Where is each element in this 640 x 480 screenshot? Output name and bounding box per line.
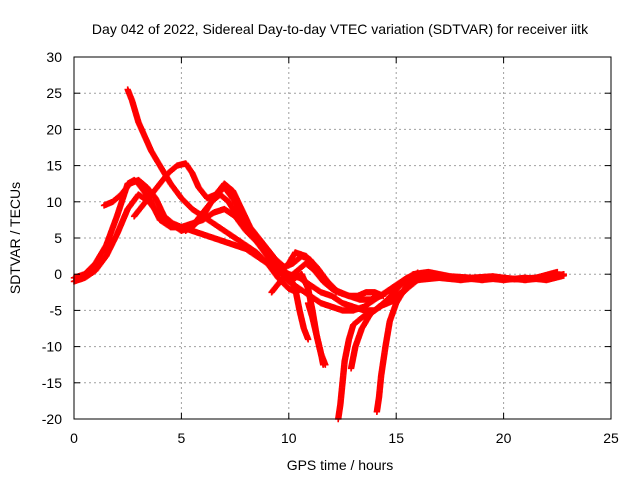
data-point (322, 361, 329, 368)
series-drop-1 (268, 271, 312, 343)
y-tick-label: -10 (42, 339, 62, 355)
data-point (560, 272, 567, 279)
y-tick-label: 10 (46, 194, 62, 210)
x-axis-label: GPS time / hours (287, 457, 394, 473)
y-tick-label: 5 (54, 230, 62, 246)
y-tick-label: 0 (54, 266, 62, 282)
y-tick-labels: -20 -15 -10 -5 0 5 10 15 20 25 30 (42, 49, 62, 427)
series-track-f (182, 191, 387, 300)
x-tick-label: 5 (178, 430, 186, 446)
data-point (304, 336, 312, 343)
y-tick-label: 15 (46, 158, 62, 174)
series-track-e (130, 160, 340, 296)
x-tick-label: 0 (70, 430, 78, 446)
series-drop-3 (304, 299, 329, 368)
x-tick-label: 20 (496, 430, 512, 446)
x-tick-label: 10 (281, 430, 297, 446)
y-tick-label: -15 (42, 375, 62, 391)
x-tick-label: 15 (388, 430, 404, 446)
data-point (373, 408, 381, 415)
chart-title: Day 042 of 2022, Sidereal Day-to-day VTE… (92, 21, 589, 37)
data-markers (70, 86, 567, 423)
axis-ticks (73, 56, 612, 420)
y-tick-label: -5 (50, 302, 63, 318)
x-tick-label: 25 (603, 430, 619, 446)
data-point (347, 365, 355, 372)
y-tick-label: 30 (46, 49, 62, 65)
grid-lines (74, 57, 611, 419)
y-axis-label: SDTVAR / TECUs (7, 182, 23, 294)
data-point (380, 292, 387, 300)
y-tick-label: 25 (46, 85, 62, 101)
x-tick-labels: 0 5 10 15 20 25 (70, 430, 619, 446)
y-tick-label: -20 (42, 411, 62, 427)
series-drop-6 (373, 269, 421, 415)
series-track-b (70, 176, 561, 303)
y-tick-label: 20 (46, 121, 62, 137)
